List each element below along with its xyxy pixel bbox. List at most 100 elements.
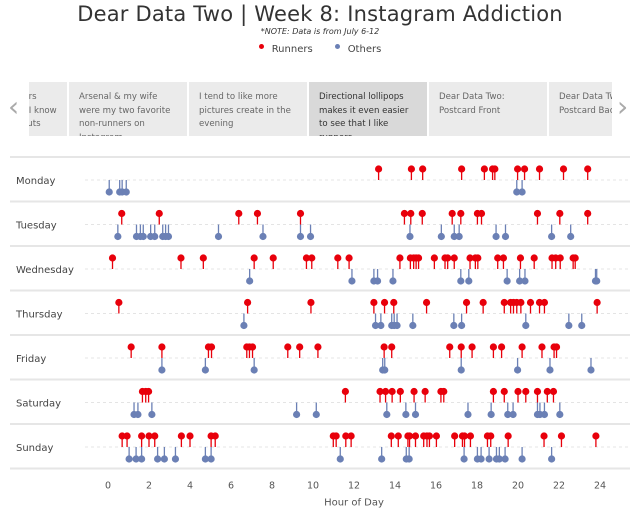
- others-point: [132, 455, 140, 463]
- runner-point: [407, 209, 415, 218]
- others-point: [540, 410, 549, 419]
- runner-point: [440, 387, 448, 396]
- others-point: [138, 455, 146, 463]
- runner-point: [520, 165, 529, 173]
- others-point: [381, 366, 389, 374]
- runner-point: [144, 387, 153, 396]
- others-point: [134, 410, 142, 419]
- runner-point: [540, 432, 548, 440]
- carousel-card[interactable]: Arsenal & my wife were my two favorite n…: [69, 82, 187, 136]
- others-point: [378, 455, 386, 463]
- runner-point: [207, 343, 216, 351]
- others-point: [457, 366, 465, 374]
- others-point: [495, 455, 503, 463]
- others-point: [455, 232, 463, 241]
- runner-point: [466, 432, 475, 440]
- others-point: [259, 232, 267, 241]
- runner-point: [498, 343, 506, 351]
- others-point: [458, 321, 466, 330]
- runner-point: [557, 432, 566, 440]
- runner-point: [491, 165, 499, 173]
- runner-point: [118, 209, 126, 218]
- runner-point: [514, 387, 522, 396]
- runner-point: [422, 298, 431, 307]
- legend-item-others[interactable]: Others: [334, 44, 381, 55]
- runner-point: [421, 387, 429, 396]
- runner-point: [458, 165, 466, 173]
- runner-point: [522, 387, 530, 396]
- others-point: [501, 455, 509, 463]
- runner-point: [552, 343, 561, 351]
- runner-point: [341, 387, 349, 396]
- runner-point: [376, 387, 384, 396]
- chevron-right-icon[interactable]: ›: [617, 90, 629, 123]
- others-point: [306, 232, 315, 241]
- others-point: [122, 188, 130, 196]
- others-point: [509, 410, 517, 419]
- carousel-card[interactable]: Runners vs others ratio... Because I kno…: [29, 82, 67, 136]
- runner-point: [549, 387, 558, 396]
- runner-point: [284, 343, 292, 351]
- runner-point: [138, 432, 146, 440]
- others-point: [487, 410, 495, 419]
- runners-dot-icon: [258, 44, 264, 49]
- others-point: [521, 277, 529, 285]
- x-axis-label: Hour of Day: [324, 498, 384, 509]
- others-point: [567, 232, 575, 241]
- runner-point: [530, 254, 538, 262]
- page-title: Dear Data Two | Week 8: Instagram Addict…: [77, 2, 563, 26]
- others-point: [105, 188, 113, 196]
- story-carousel: Runners vs others ratio... Because I kno…: [29, 82, 612, 136]
- others-point: [548, 232, 556, 241]
- runner-point: [468, 343, 476, 351]
- others-point: [348, 277, 356, 285]
- others-point: [477, 455, 485, 463]
- runner-point: [332, 432, 340, 440]
- legend-item-runners[interactable]: Runners: [258, 44, 313, 55]
- others-point: [450, 321, 458, 330]
- runner-point: [489, 343, 497, 351]
- runner-point: [177, 254, 185, 262]
- others-point: [587, 366, 595, 374]
- runner-point: [500, 387, 508, 396]
- lollipop-chart: Monday Tuesday Wednesday Thursday Friday Satu…: [10, 156, 630, 509]
- day-label: Friday: [16, 354, 46, 365]
- runner-point: [419, 165, 427, 173]
- others-point: [154, 455, 162, 463]
- others-point: [504, 410, 512, 419]
- runner-point: [540, 298, 549, 307]
- others-point: [158, 366, 166, 374]
- runner-point: [253, 209, 262, 218]
- others-point: [148, 410, 156, 419]
- runner-point: [489, 387, 497, 396]
- others-point: [160, 455, 168, 463]
- others-point: [201, 455, 209, 463]
- others-point: [450, 232, 458, 241]
- carousel-card[interactable]: I tend to like more pictures create in t…: [189, 82, 307, 136]
- others-point: [114, 232, 122, 241]
- carousel-card[interactable]: Dear Data Two: Postcard Back: [549, 82, 612, 136]
- runner-point: [593, 298, 601, 307]
- runner-point: [396, 254, 404, 262]
- carousel-card-active[interactable]: Directional lollipops makes it even easi…: [309, 82, 427, 136]
- runner-point: [504, 432, 512, 440]
- runner-point: [211, 432, 219, 440]
- others-point: [139, 232, 147, 241]
- x-tick-label: 12: [348, 481, 360, 492]
- others-point: [593, 277, 601, 285]
- runner-point: [115, 298, 123, 307]
- others-point: [207, 455, 215, 463]
- runner-point: [414, 254, 423, 262]
- runner-point: [533, 387, 542, 396]
- runner-point: [480, 165, 488, 173]
- runner-point: [592, 432, 600, 440]
- runner-point: [430, 254, 438, 262]
- chevron-left-icon[interactable]: ‹: [8, 90, 20, 123]
- runner-point: [108, 254, 117, 262]
- runner-point: [177, 432, 185, 440]
- x-tick-label: 10: [307, 481, 319, 492]
- others-point: [406, 232, 414, 241]
- day-label: Tuesday: [15, 221, 57, 232]
- others-point: [373, 277, 382, 285]
- carousel-card[interactable]: Dear Data Two: Postcard Front: [429, 82, 547, 136]
